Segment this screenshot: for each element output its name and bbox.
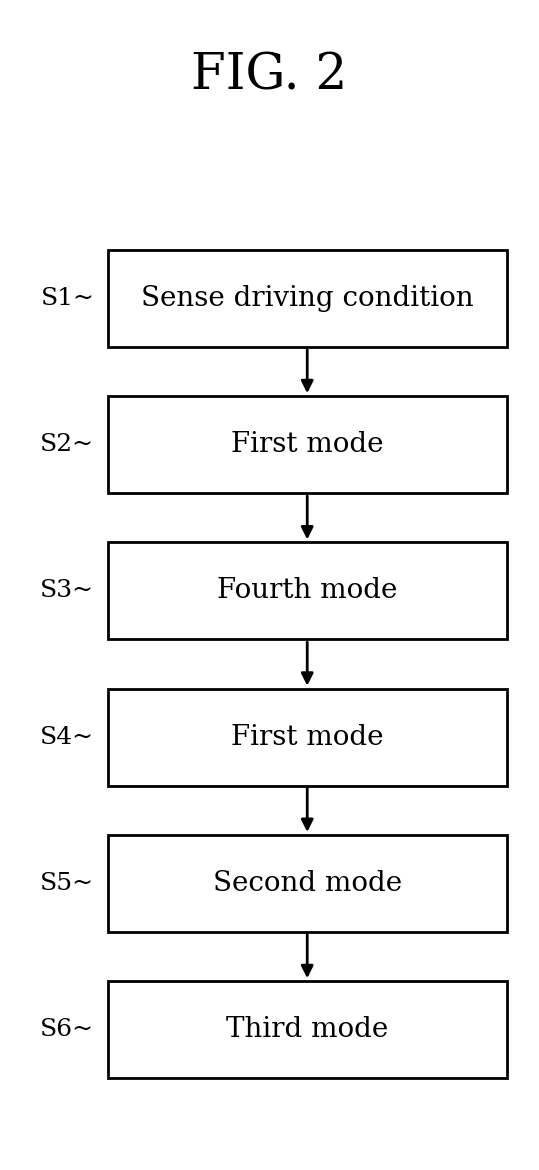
Bar	[108, 543, 507, 639]
Bar	[108, 980, 507, 1079]
Text: Second mode: Second mode	[213, 869, 402, 897]
Bar	[108, 395, 507, 494]
Text: S4~: S4~	[40, 725, 94, 749]
Text: First mode: First mode	[231, 431, 383, 459]
Text: S3~: S3~	[40, 579, 94, 603]
Bar	[108, 250, 507, 346]
Bar	[108, 688, 507, 786]
Text: FIG. 2: FIG. 2	[191, 51, 348, 101]
Text: S6~: S6~	[40, 1018, 94, 1041]
Text: S2~: S2~	[40, 433, 94, 456]
Bar	[108, 835, 507, 931]
Text: First mode: First mode	[231, 723, 383, 751]
Text: Third mode: Third mode	[226, 1016, 389, 1044]
Text: S5~: S5~	[40, 872, 94, 895]
Text: S1~: S1~	[40, 287, 94, 310]
Text: Fourth mode: Fourth mode	[217, 577, 397, 605]
Text: Sense driving condition: Sense driving condition	[141, 284, 474, 312]
